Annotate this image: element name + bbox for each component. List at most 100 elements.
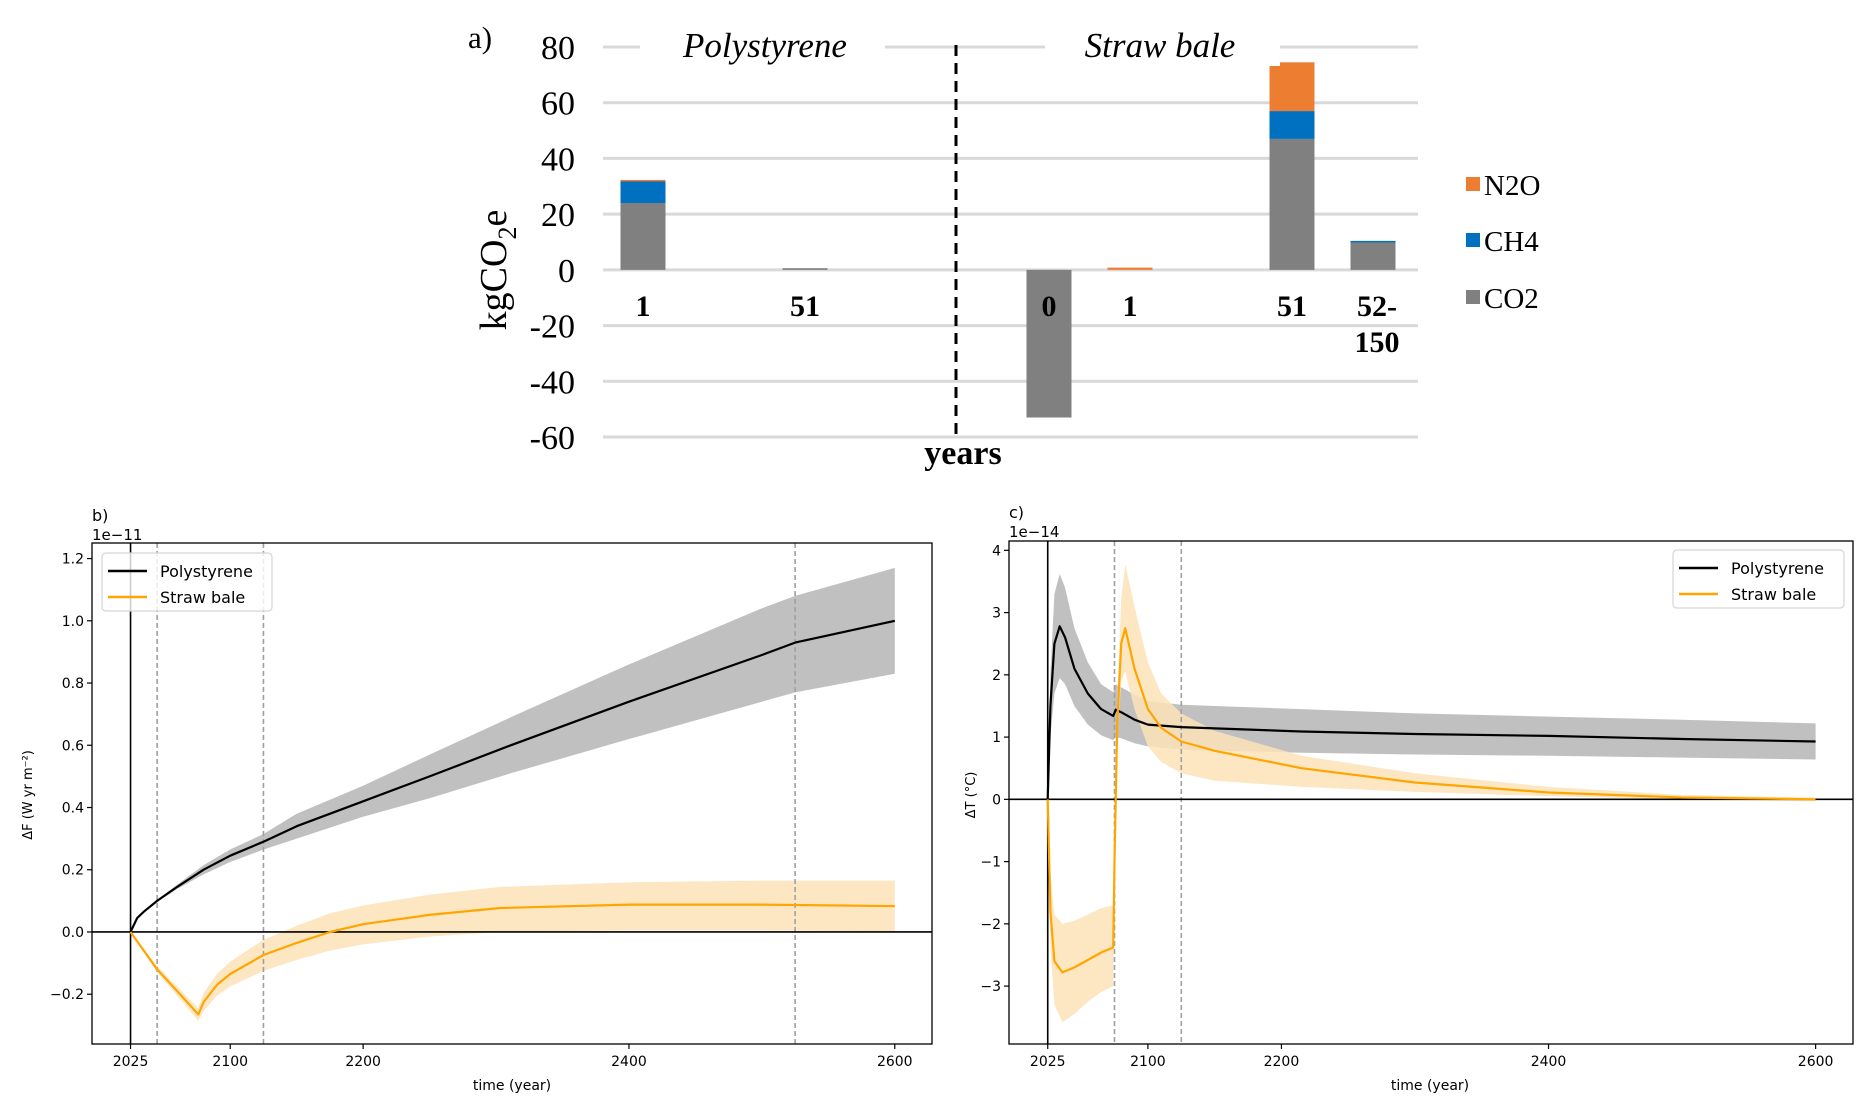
svg-text:kgCO2e: kgCO2e — [473, 210, 522, 331]
legend-label-polystyrene: Polystyrene — [1731, 559, 1824, 578]
legend-label-polystyrene: Polystyrene — [160, 562, 253, 581]
plot-area — [92, 543, 932, 1044]
y-tick-label: 80 — [541, 30, 575, 67]
plot-area — [1009, 541, 1853, 1044]
y-tick-label: 0.0 — [62, 925, 84, 941]
y-tick-label: 60 — [541, 86, 575, 123]
category-label: 52- — [1357, 290, 1397, 323]
group-label-straw-bale: Straw bale — [1085, 26, 1236, 65]
panel-a-y-tick-labels: 80 60 40 20 0 -20 -40 -60 — [530, 30, 575, 457]
x-tick-label: 2200 — [345, 1054, 381, 1070]
category-label: 1 — [1123, 290, 1138, 323]
legend-label-n2o: N2O — [1484, 170, 1540, 202]
bar-n2o-1 — [1107, 267, 1153, 270]
panel-c-offset-label: 1e−14 — [1009, 523, 1059, 541]
panel-c-y-axis-label: ΔT (°C) — [964, 772, 979, 819]
x-tick-label: 2100 — [1130, 1054, 1166, 1070]
y-tick-label: 0 — [992, 792, 1001, 808]
legend-label-ch4: CH4 — [1484, 226, 1539, 258]
panel-c-label: c) — [1009, 503, 1024, 522]
legend-label-straw-bale: Straw bale — [160, 588, 245, 607]
panel-a-x-axis-label: years — [924, 435, 1001, 472]
panel-b-x-axis-label: time (year) — [473, 1078, 551, 1094]
legend-swatch-co2 — [1466, 290, 1480, 304]
panel-b-label: b) — [92, 506, 108, 525]
y-tick-label: −0.2 — [50, 987, 84, 1003]
bar-ch4-52-150 — [1350, 240, 1396, 243]
straw-label-bg — [1045, 28, 1280, 66]
uncertainty-band-straw-bale — [1047, 564, 1816, 1023]
legend-swatch-ch4 — [1466, 233, 1480, 247]
category-label: 150 — [1355, 326, 1400, 359]
y-tick-label: 3 — [992, 606, 1001, 622]
svg-text:ΔT (°C): ΔT (°C) — [964, 772, 979, 819]
y-tick-label: 0 — [558, 253, 575, 290]
category-label: 0 — [1042, 290, 1057, 323]
panel-a-legend: N2O CH4 CO2 — [1466, 170, 1540, 315]
y-tick-label: 40 — [541, 141, 575, 178]
y-tick-label: 1.2 — [62, 552, 84, 568]
uncertainty-band-polystyrene — [130, 567, 895, 932]
series-line-straw-bale — [129, 903, 895, 1016]
panel-a-bars — [620, 62, 1396, 418]
y-tick-label: −1 — [980, 855, 1001, 871]
y-tick-label: 4 — [992, 543, 1001, 559]
polystyrene-label-bg — [640, 28, 885, 66]
bar-co2-51 — [1269, 138, 1315, 270]
bar-co2-51 — [782, 268, 828, 270]
x-tick-label: 2400 — [611, 1054, 647, 1070]
legend: Polystyrene Straw bale — [1672, 549, 1845, 609]
y-tick-label: 0.8 — [62, 676, 84, 692]
panel-b-y-axis-label: ΔF (W yr m⁻²) — [21, 750, 36, 840]
y-tick-label: -20 — [530, 309, 575, 346]
y-tick-label: 1.0 — [62, 614, 84, 630]
panel-a-gridlines — [603, 45, 1418, 439]
y-tick-label: 0.4 — [62, 801, 84, 817]
legend: Polystyrene Straw bale — [101, 552, 273, 612]
x-tick-label: 2025 — [113, 1054, 149, 1070]
x-tick-label: 2600 — [1798, 1054, 1834, 1070]
axes-frame — [91, 542, 933, 1045]
x-tick-label: 2400 — [1531, 1054, 1567, 1070]
bar-ch4-1 — [620, 180, 666, 203]
bar-co2-0 — [1026, 269, 1072, 418]
y-tick-label: -40 — [530, 364, 575, 401]
group-label-polystyrene: Polystyrene — [682, 26, 847, 65]
y-tick-label: −3 — [980, 979, 1001, 995]
y-tick-label: 0.6 — [62, 738, 84, 754]
y-tick-label: 20 — [541, 197, 575, 234]
series-line-polystyrene — [129, 619, 896, 933]
panel-a-label: a) — [468, 20, 492, 55]
category-label: 51 — [1277, 290, 1307, 323]
y-tick-label: 1 — [992, 730, 1001, 746]
panel-b-offset-label: 1e−11 — [92, 526, 142, 544]
x-tick-label: 2025 — [1030, 1054, 1066, 1070]
bar-co2-52-150 — [1350, 242, 1396, 270]
series-line-straw-bale — [1046, 627, 1816, 974]
x-tick-label: 2100 — [212, 1054, 248, 1070]
panel-a-category-labels: 1 51 0 1 51 52-150 — [636, 290, 1400, 359]
panel-a-y-axis-label: kgCO2e — [473, 210, 522, 331]
category-label: 51 — [790, 290, 820, 323]
x-tick-label: 2600 — [877, 1054, 913, 1070]
legend-swatch-n2o — [1466, 177, 1480, 191]
panel-c-temperature-chart: c) 1e−14 2025 2100 2200 2400 2600 −3 −2 −1 0 1 2 3 4… — [964, 503, 1854, 1094]
axes-frame — [1008, 540, 1854, 1045]
category-label: 1 — [636, 290, 651, 323]
x-tick-label: 2200 — [1264, 1054, 1300, 1070]
bar-n2o-51 — [1269, 62, 1315, 112]
svg-text:ΔF (W yr m⁻²): ΔF (W yr m⁻²) — [21, 750, 36, 840]
uncertainty-band-straw-bale — [130, 880, 895, 1021]
panel-a-emissions-bar-chart: a) 80 60 40 20 0 -20 -40 -60 1 51 0 1 51 52-150 Poly… — [468, 20, 1540, 472]
bar-co2-1 — [620, 203, 666, 270]
legend-label-straw-bale: Straw bale — [1731, 585, 1816, 604]
y-tick-label: -60 — [530, 420, 575, 457]
y-tick-label: −2 — [980, 917, 1001, 933]
y-tick-label: 2 — [992, 668, 1001, 684]
legend-label-co2: CO2 — [1484, 283, 1539, 315]
panel-b-radiative-forcing-chart: b) 1e−11 2025 2100 2200 2400 2600 −0.2 0.0 0.2 0… — [21, 506, 933, 1094]
panel-c-x-axis-label: time (year) — [1391, 1078, 1469, 1094]
bar-n2o-1 — [620, 179, 666, 182]
y-tick-label: 0.2 — [62, 863, 84, 879]
